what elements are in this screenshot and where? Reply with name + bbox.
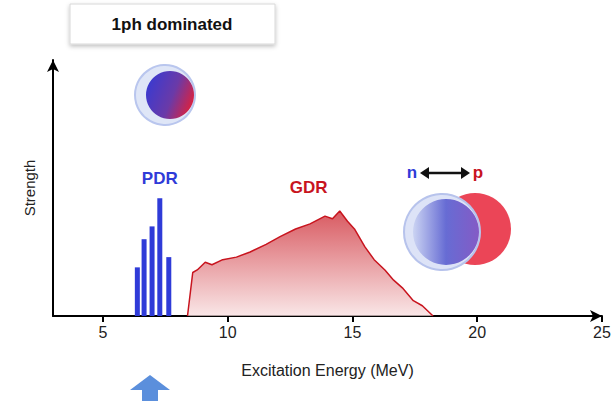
svg-text:p: p <box>473 163 483 182</box>
svg-text:Excitation Energy (MeV): Excitation Energy (MeV) <box>241 362 414 379</box>
svg-text:20: 20 <box>468 324 486 341</box>
svg-text:10: 10 <box>219 324 237 341</box>
svg-text:GDR: GDR <box>290 178 328 197</box>
svg-text:5: 5 <box>98 324 107 341</box>
svg-text:PDR: PDR <box>142 169 178 188</box>
svg-text:n: n <box>407 163 417 182</box>
svg-text:15: 15 <box>344 324 362 341</box>
svg-text:1ph dominated: 1ph dominated <box>112 15 233 34</box>
svg-text:Strength: Strength <box>21 160 38 217</box>
svg-text:25: 25 <box>593 324 611 341</box>
